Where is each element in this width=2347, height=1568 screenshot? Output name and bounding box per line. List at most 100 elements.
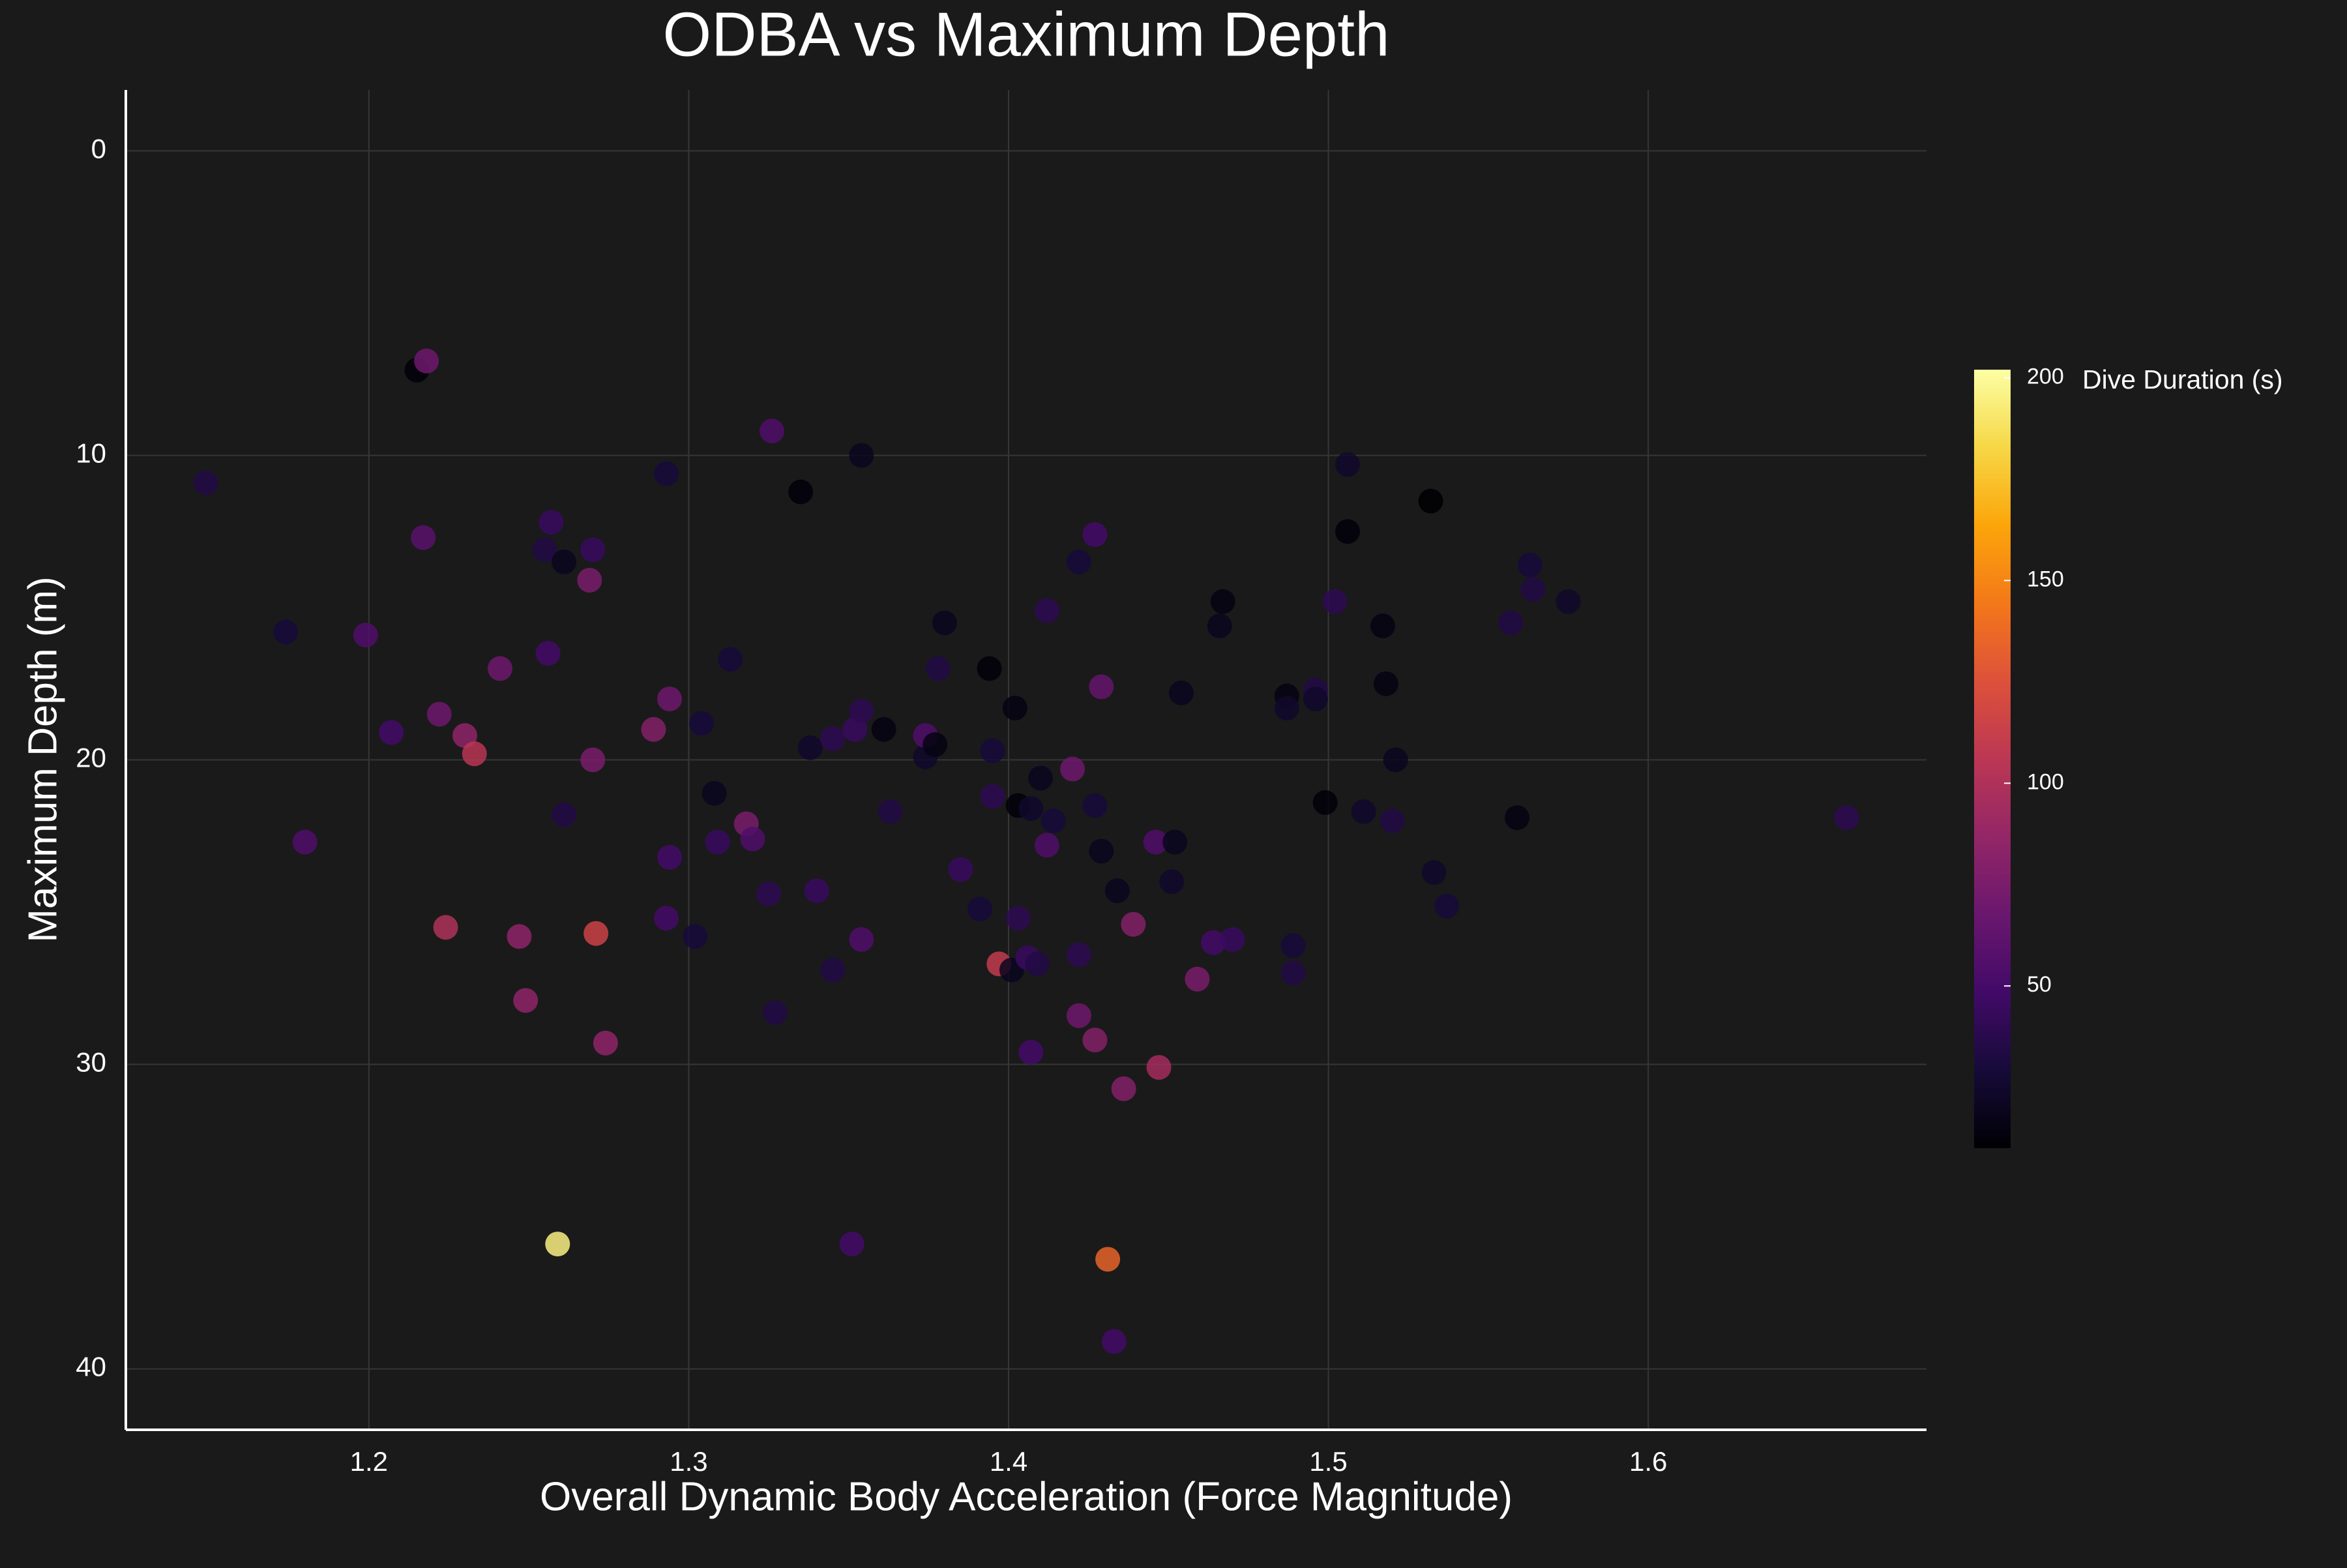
scatter-point: [1370, 614, 1396, 638]
scatter-point: [433, 915, 458, 940]
scatter-point: [1210, 589, 1235, 614]
scatter-point: [948, 857, 973, 882]
scatter-point: [539, 510, 564, 535]
scatter-point: [878, 799, 903, 824]
scatter-point: [1335, 452, 1361, 477]
scatter-point: [980, 784, 1005, 809]
scatter-point: [1089, 674, 1114, 700]
scatter-point: [1159, 869, 1185, 895]
scatter-point: [580, 747, 606, 773]
x-tick-label: 1.6: [1629, 1446, 1667, 1477]
scatter-point: [932, 610, 957, 636]
scatter-point: [718, 647, 743, 672]
scatter-point: [1066, 942, 1091, 968]
y-tick-label: 10: [76, 438, 106, 469]
scatter-point: [654, 906, 679, 931]
scatter-point: [535, 641, 561, 666]
scatter-point: [414, 348, 439, 374]
scatter-point: [1185, 966, 1210, 992]
scatter-point: [683, 924, 708, 949]
scatter-point: [1095, 1247, 1121, 1272]
scatter-point: [849, 927, 874, 953]
scatter-point: [1207, 614, 1232, 638]
scatter-point: [1060, 756, 1085, 782]
scatter-point: [820, 726, 846, 751]
x-tick-label: 1.4: [990, 1446, 1027, 1477]
scatter-point: [552, 549, 577, 574]
scatter-point: [654, 461, 679, 486]
scatter-point: [1162, 829, 1188, 855]
scatter-point: [1018, 796, 1044, 821]
grid: [126, 90, 1926, 1430]
scatter-point: [452, 723, 478, 748]
scatter-point: [1520, 576, 1546, 602]
scatter-point: [1143, 829, 1168, 855]
scatter-point: [1104, 878, 1130, 904]
scatter-point: [1082, 522, 1108, 547]
scatter-point: [1028, 765, 1054, 791]
scatter-point: [1034, 833, 1059, 858]
scatter-point: [980, 738, 1005, 763]
points: [193, 348, 1859, 1354]
scatter-point: [487, 656, 512, 681]
scatter-point: [849, 698, 874, 724]
scatter-point: [1517, 552, 1543, 578]
scatter-point: [839, 1232, 864, 1257]
colorbar-tick-label: 150: [2027, 567, 2064, 591]
y-tick-label: 0: [91, 134, 106, 164]
scatter-point: [1168, 680, 1194, 705]
scatter-point: [701, 780, 727, 806]
scatter-point: [657, 687, 682, 712]
scatter-point: [849, 443, 874, 468]
scatter-point: [1383, 747, 1408, 773]
y-tick-label: 40: [76, 1352, 106, 1382]
y-tick-label: 30: [76, 1047, 106, 1078]
scatter-point: [1121, 911, 1146, 937]
x-tick-label: 1.3: [670, 1446, 707, 1477]
scatter-point: [797, 735, 823, 760]
scatter-point: [1002, 696, 1027, 721]
scatter-point: [1303, 687, 1328, 712]
scatter-point: [1505, 805, 1530, 831]
scatter-point: [545, 1232, 570, 1257]
scatter-point: [1220, 927, 1245, 953]
scatter-point: [1041, 808, 1066, 833]
scatter-point: [1066, 1003, 1091, 1028]
scatter-point: [1089, 838, 1114, 864]
colorbar-tick-label: 100: [2027, 769, 2064, 794]
scatter-point: [804, 878, 829, 904]
scatter-point: [513, 988, 539, 1013]
colorbar-label: Dive Duration (s): [2082, 364, 2283, 394]
scatter-point: [740, 826, 765, 851]
scatter-point: [193, 470, 218, 496]
colorbar-tick-label: 200: [2027, 364, 2064, 389]
x-tick-label: 1.2: [350, 1446, 388, 1477]
scatter-point: [292, 829, 317, 855]
scatter-point: [1322, 589, 1348, 614]
scatter-point: [353, 623, 378, 648]
scatter-point: [379, 720, 404, 745]
scatter-point: [1066, 549, 1091, 574]
colorbar-tick-label: 50: [2027, 972, 2052, 997]
scatter-point: [705, 829, 730, 855]
scatter-point: [1351, 799, 1376, 824]
y-tick-label: 20: [76, 743, 106, 773]
scatter-point: [1101, 1329, 1127, 1354]
scatter-point: [273, 619, 299, 645]
scatter-point: [1082, 1028, 1108, 1053]
scatter-point: [1280, 960, 1306, 986]
scatter-point: [1274, 696, 1299, 721]
scatter-point: [580, 537, 606, 563]
scatter-point: [1146, 1055, 1172, 1080]
scatter-point: [967, 896, 992, 922]
scatter-point: [759, 419, 784, 444]
scatter-point: [577, 567, 602, 593]
scatter-point: [926, 656, 951, 681]
scatter-point: [1018, 1039, 1044, 1065]
scatter-point: [689, 711, 715, 736]
scatter-point: [1082, 793, 1108, 818]
scatter-point: [1498, 610, 1524, 636]
